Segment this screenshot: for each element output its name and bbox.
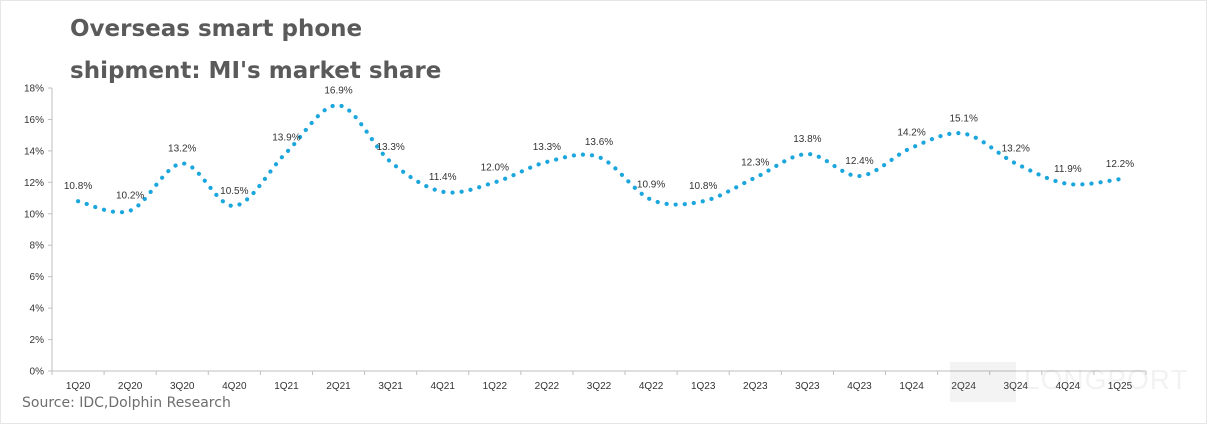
data-label: 10.8% [64,181,92,192]
y-tick-label: 10% [24,209,44,220]
x-tick-label: 2Q24 [951,381,976,392]
data-label: 12.2% [1106,159,1134,170]
y-tick-label: 16% [24,115,44,126]
x-tick-label: 4Q23 [847,381,872,392]
longport-watermark: LONGPORT [950,362,1195,406]
data-label: 10.5% [220,186,248,197]
data-label: 13.2% [1002,143,1030,154]
x-tick-label: 1Q22 [483,381,508,392]
chart-title-line-1: Overseas smart phone [70,16,363,42]
y-tick-label: 2% [30,335,45,346]
y-tick-label: 0% [30,367,45,378]
data-label: 13.6% [585,137,613,148]
watermark-text: LONGPORT [1024,364,1189,395]
series-mi-market-share [75,103,1123,215]
data-label: 10.2% [116,191,144,202]
x-tick-label: 4Q20 [222,381,247,392]
x-tick-label: 1Q21 [274,381,299,392]
y-tick-label: 12% [24,178,44,189]
chart-axes: 0% 2% 4% 6% 8% 10% 12% 14% 16% 18% 1Q20 2Q20 3Q20 4Q2… [24,84,1147,392]
data-label: 13.2% [168,143,196,154]
data-label: 12.3% [741,158,769,169]
x-tick-label: 1Q24 [899,381,924,392]
x-tick-label: 4Q24 [1056,381,1081,392]
x-tick-label: 2Q20 [118,381,143,392]
y-tick-label: 18% [24,84,44,95]
data-label: 10.9% [637,180,665,191]
data-label: 11.4% [429,172,457,183]
x-tick-label: 1Q20 [66,381,91,392]
data-label: 12.0% [481,162,509,173]
x-tick-label: 3Q23 [795,381,820,392]
x-tick-label: 4Q22 [639,381,664,392]
x-tick-label: 1Q23 [691,381,716,392]
data-label: 13.9% [272,132,300,143]
x-tick-label: 2Q21 [326,381,351,392]
x-tick-label: 2Q22 [535,381,560,392]
watermark-logo-box [950,362,1016,402]
data-label: 13.3% [376,142,404,153]
chart-title-line-2: shipment: MI's market share [70,58,442,84]
x-tick-label: 3Q24 [1004,381,1029,392]
data-label: 10.8% [689,181,717,192]
data-labels: 10.8% 10.2% 13.2% 10.5% 13.9% 16.9% 13.3% 11.4%… [64,85,1134,201]
y-tick-label: 14% [24,146,44,157]
series-line [75,103,1123,215]
data-label: 15.1% [949,114,977,125]
source-note: Source: IDC,Dolphin Research [22,395,231,411]
chart-title: Overseas smart phone shipment: MI's mark… [70,8,441,92]
data-label: 13.8% [793,134,821,145]
x-tick-label: 3Q22 [587,381,612,392]
y-tick-label: 4% [30,304,45,315]
data-label: 11.9% [1054,164,1082,175]
data-label: 13.3% [533,142,561,153]
y-tick-label: 6% [30,272,45,283]
x-tick-label: 4Q21 [430,381,455,392]
y-tick-label: 8% [30,241,45,252]
data-label: 12.4% [845,156,873,167]
x-tick-label: 2Q23 [743,381,768,392]
x-tick-label: 3Q20 [170,381,195,392]
data-label: 14.2% [897,128,925,139]
data-label: 16.9% [324,85,352,96]
x-tick-label: 1Q25 [1108,381,1133,392]
x-tick-label: 3Q21 [378,381,403,392]
